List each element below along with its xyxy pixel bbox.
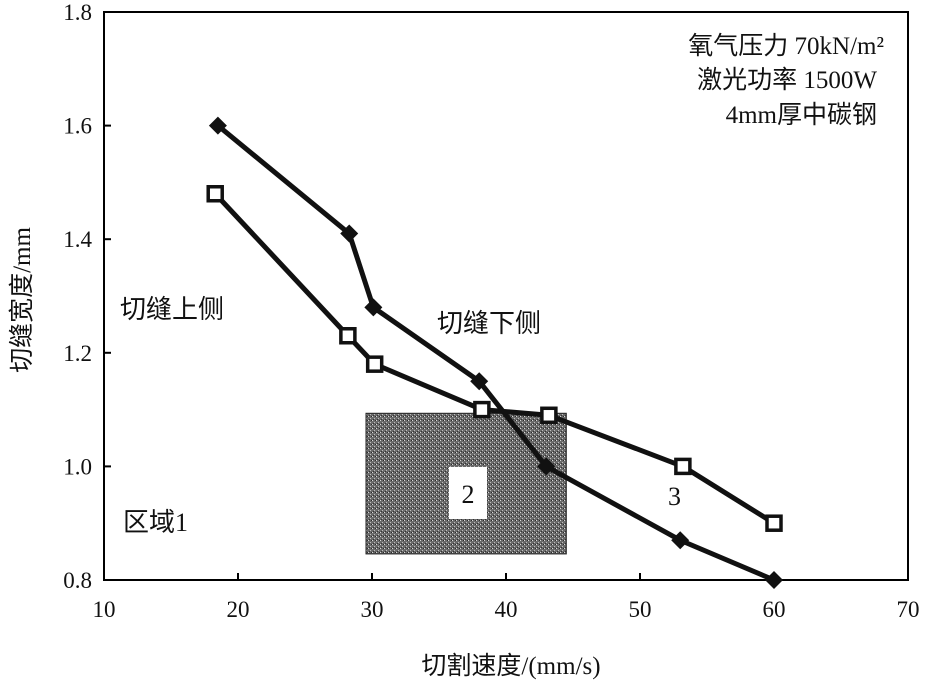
series-markers: [206, 116, 783, 589]
y-axis-title: 切缝宽度/mm: [8, 227, 36, 373]
x-tick-label: 40: [495, 597, 518, 622]
series-label-upper-side: 切缝上侧: [120, 295, 224, 324]
region-2-label: 2: [462, 480, 475, 509]
region-1-label: 区域1: [123, 508, 188, 537]
x-axis-title: 切割速度/(mm/s): [421, 652, 600, 680]
y-tick-label: 1.4: [63, 227, 92, 252]
x-tick-label: 50: [629, 597, 652, 622]
data-point-lower-side: [537, 457, 556, 476]
data-point-upper-side: [473, 400, 491, 419]
series-label-lower-side: 切缝下侧: [437, 309, 541, 338]
data-point-upper-side: [674, 457, 692, 476]
y-tick-label: 1.8: [63, 0, 92, 25]
data-point-upper-side: [365, 355, 384, 373]
condition-laser-power: 激光功率 1500W: [697, 66, 877, 94]
condition-oxygen-pressure: 氧气压力 70kN/m²: [688, 32, 884, 60]
data-point-lower-side: [765, 571, 783, 589]
y-tick-label: 1.2: [63, 341, 92, 366]
y-tick-label: 1.0: [63, 454, 92, 479]
data-point-lower-side: [364, 298, 383, 317]
y-tick-label: 1.6: [63, 114, 92, 139]
y-tick-label: 0.8: [63, 568, 92, 593]
x-tick-label: 30: [361, 597, 384, 622]
data-point-upper-side: [206, 185, 224, 203]
x-tick-label: 10: [93, 597, 116, 622]
data-point-lower-side: [340, 224, 359, 243]
x-tick-label: 20: [227, 597, 250, 622]
x-tick-label: 70: [897, 597, 920, 622]
data-point-lower-side: [470, 372, 489, 391]
x-tick-label: 60: [763, 597, 786, 622]
region-3-label: 3: [668, 482, 681, 511]
data-point-lower-side: [671, 531, 690, 550]
data-point-upper-side: [540, 406, 558, 425]
condition-material: 4mm厚中碳钢: [726, 101, 877, 129]
data-point-lower-side: [208, 116, 227, 135]
data-point-upper-side: [339, 327, 357, 345]
region-2-label-box: [449, 467, 487, 519]
data-point-upper-side: [765, 514, 783, 532]
